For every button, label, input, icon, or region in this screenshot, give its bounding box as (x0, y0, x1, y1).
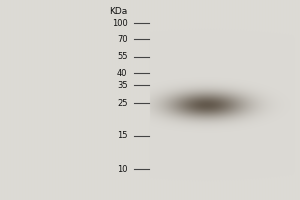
Text: 40: 40 (117, 68, 128, 77)
Text: 15: 15 (117, 132, 128, 140)
Text: 55: 55 (117, 52, 128, 61)
Text: 100: 100 (112, 19, 127, 27)
Text: 70: 70 (117, 34, 128, 44)
Text: 10: 10 (117, 164, 128, 173)
Text: 25: 25 (117, 98, 128, 108)
Bar (150, 0, 294, 200)
Text: 35: 35 (117, 81, 128, 90)
Text: KDa: KDa (109, 6, 128, 16)
